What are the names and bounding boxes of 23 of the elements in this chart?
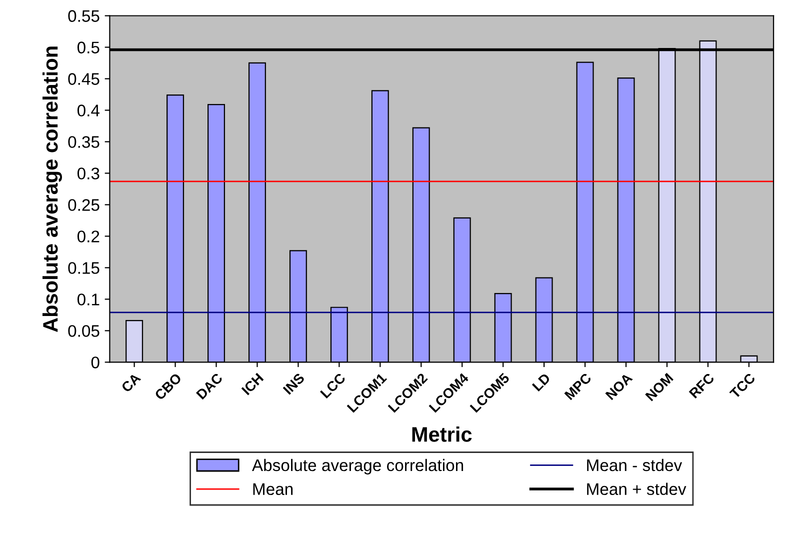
y-tick-label: 0: [91, 356, 100, 368]
legend-label: Mean + stdev: [587, 482, 686, 496]
x-tick-label: LD: [532, 372, 551, 392]
y-tick-label: 0.5: [77, 42, 100, 54]
y-tick-label: 0.3: [77, 168, 100, 180]
x-tick-label: ICH: [241, 372, 264, 396]
y-tick-label: 0.45: [68, 73, 100, 85]
legend-label: Mean - stdev: [587, 458, 682, 472]
y-tick-label: 0.4: [77, 104, 100, 116]
x-axis-title: Metric: [412, 426, 472, 442]
x-tick-label: INS: [282, 372, 306, 395]
legend-label: Mean: [253, 483, 293, 496]
y-tick-label: 0.1: [77, 294, 100, 306]
y-tick-label: 0.55: [68, 10, 100, 22]
y-tick-label: 0.2: [77, 230, 100, 242]
y-tick-label: 0.35: [68, 136, 100, 148]
x-tick-label: CA: [120, 372, 142, 393]
y-tick-label: 0.05: [68, 325, 100, 337]
y-axis-title: Absolute average correlation: [42, 46, 62, 332]
x-tick-label: TCC: [729, 372, 756, 400]
y-tick-label: 0.15: [68, 262, 100, 274]
y-tick-label: 0.25: [68, 199, 100, 211]
legend-label: Absolute average correlation: [252, 458, 464, 474]
